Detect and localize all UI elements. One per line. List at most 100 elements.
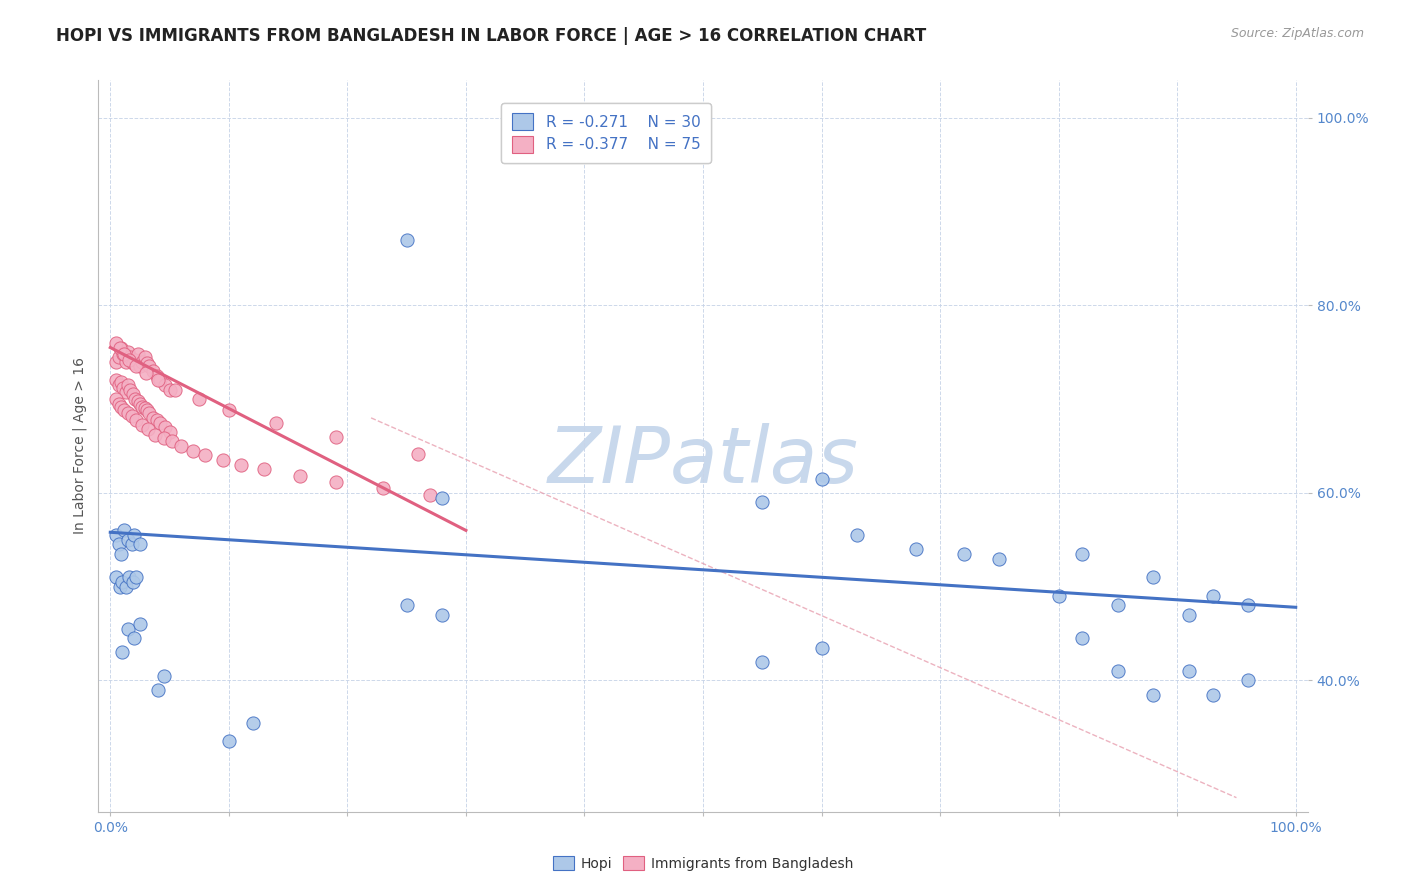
Point [1237,599,1260,613]
Point [117,345,139,359]
Point [114,384,136,399]
Point [138,359,160,374]
Point [117,378,139,392]
Point [105,373,128,387]
Point [108,580,131,594]
Point [105,528,128,542]
Point [188,392,211,406]
Legend: R = -0.271    N = 30, R = -0.377    N = 75: R = -0.271 N = 30, R = -0.377 N = 75 [502,103,711,163]
Point [1071,632,1094,646]
Point [1202,589,1225,603]
Point [105,354,128,368]
Point [117,533,139,547]
Point [1107,599,1129,613]
Point [846,528,869,542]
Point [121,409,143,423]
Point [122,528,145,542]
Point [105,570,128,584]
Point [288,469,311,483]
Point [1237,673,1260,688]
Point [1178,664,1201,678]
Point [160,434,183,449]
Point [751,655,773,669]
Point [111,574,134,589]
Point [432,491,454,505]
Point [136,403,159,417]
Point [107,378,129,392]
Point [325,429,347,443]
Point [129,617,152,632]
Point [153,378,176,392]
Point [432,607,454,622]
Point [134,401,156,416]
Point [131,418,153,433]
Point [110,341,132,355]
Point [194,449,217,463]
Point [120,383,142,397]
Point [1142,688,1164,702]
Text: HOPI VS IMMIGRANTS FROM BANGLADESH IN LABOR FORCE | AGE > 16 CORRELATION CHART: HOPI VS IMMIGRANTS FROM BANGLADESH IN LA… [56,27,927,45]
Point [121,387,143,401]
Point [145,413,167,427]
Point [124,352,146,367]
Point [110,376,132,390]
Point [145,368,167,383]
Point [988,551,1011,566]
Point [125,413,148,427]
Text: ZIPatlas: ZIPatlas [547,423,859,499]
Point [146,682,169,697]
Point [107,350,129,364]
Point [110,400,132,414]
Point [125,359,148,374]
Point [131,354,153,368]
Point [1142,570,1164,584]
Point [117,406,139,420]
Point [181,443,204,458]
Point [218,403,240,417]
Point [110,547,132,561]
Point [149,373,172,387]
Point [142,364,165,378]
Point [165,383,187,397]
Point [107,537,129,551]
Point [142,410,165,425]
Point [136,422,159,436]
Point [138,406,160,420]
Point [105,335,128,350]
Point [134,350,156,364]
Point [124,392,146,406]
Point [212,453,235,467]
Point [149,416,172,430]
Point [121,356,143,370]
Point [114,524,136,538]
Point [118,570,141,584]
Point [129,359,152,374]
Point [112,347,135,361]
Point [1071,547,1094,561]
Point [810,472,832,486]
Point [114,580,136,594]
Point [159,425,181,439]
Point [952,547,974,561]
Point [131,400,153,414]
Point [395,233,418,247]
Y-axis label: In Labor Force | Age > 16: In Labor Force | Age > 16 [73,358,87,534]
Point [1107,664,1129,678]
Point [419,488,441,502]
Point [371,481,394,495]
Point [905,542,928,557]
Point [152,669,174,683]
Point [395,599,418,613]
Point [107,397,129,411]
Point [159,383,181,397]
Point [112,381,135,395]
Point [253,462,276,476]
Point [1202,688,1225,702]
Point [120,350,142,364]
Point [170,439,193,453]
Point [118,352,141,367]
Point [121,574,143,589]
Point [153,420,176,434]
Point [136,356,159,370]
Point [129,537,152,551]
